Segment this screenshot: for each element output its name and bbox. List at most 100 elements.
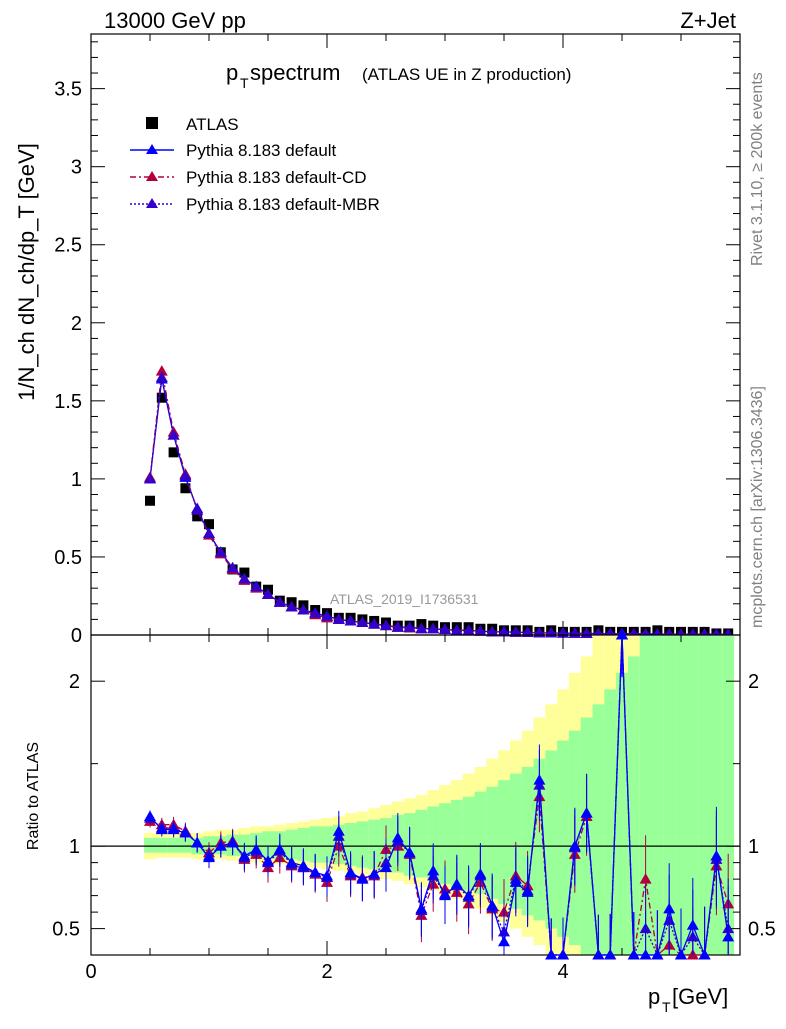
band-stat-bin — [262, 831, 274, 858]
ratio-point-default — [368, 868, 381, 879]
ratio-ytick-label-right: 0.5 — [748, 919, 776, 941]
ratio-point-default — [285, 856, 298, 868]
legend-label-default: Pythia 8.183 default — [186, 141, 337, 160]
svg-text:p: p — [226, 60, 238, 85]
header-left: 13000 GeV pp — [104, 8, 246, 33]
ratio-point-default — [710, 850, 723, 861]
ratio-point-default — [309, 866, 322, 878]
rivet-label: Rivet 3.1.10, ≥ 200k events — [749, 72, 766, 266]
ratio-point-default — [698, 949, 711, 960]
ratio-point-default — [450, 878, 463, 889]
main-point-mbr — [214, 546, 227, 557]
mcplots-label: mcplots.cern.ch [arXiv:1306.3436] — [749, 386, 766, 628]
ratio-point-default — [663, 902, 676, 914]
legend-label-cd: Pythia 8.183 default-CD — [186, 168, 367, 187]
band-stat-bin — [604, 689, 617, 955]
band-stat-bin — [675, 635, 687, 955]
band-stat-bin — [521, 766, 534, 916]
ratio-ytick-label-right: 2 — [748, 671, 759, 693]
main-ytick-label: 1.5 — [54, 391, 82, 413]
ratio-point-default — [639, 949, 652, 960]
ratio-point-default — [203, 851, 215, 863]
main-point-mbr — [509, 626, 522, 637]
ratio-point-default — [403, 846, 416, 858]
ratio-ytick-label: 2 — [69, 671, 80, 693]
band-stat-bin — [344, 823, 357, 866]
main-point-mbr — [238, 572, 251, 584]
main-point-mbr — [332, 613, 345, 624]
legend-marker-mbr — [146, 198, 158, 208]
x-tick-label: 2 — [321, 961, 332, 983]
ratio-point-default — [557, 949, 569, 960]
ratio-point-default — [474, 868, 487, 879]
xlabel-p: p — [648, 984, 660, 1009]
title-sub: T — [240, 75, 249, 91]
ratio-point-default — [651, 949, 664, 960]
main-point-mbr — [155, 371, 168, 382]
main-point-mbr — [403, 621, 416, 632]
main-point-mbr — [262, 588, 274, 599]
ratio-point-default — [439, 889, 451, 901]
ratio-point-default — [179, 826, 192, 838]
ratio-point-default — [580, 807, 593, 818]
main-point-mbr — [321, 610, 333, 621]
main-point-mbr — [309, 607, 322, 618]
main-point-mbr — [450, 624, 463, 635]
ratio-point-default — [262, 854, 274, 866]
band-stat-bin — [368, 819, 381, 870]
ratio-point-default — [722, 930, 735, 942]
main-point-mbr — [356, 616, 369, 628]
main-point-mbr — [297, 604, 310, 615]
legend-label-atlas: ATLAS — [186, 115, 239, 134]
main-ylabel-text: 1/N_ch dN_ch/dp_T [GeV] — [14, 143, 39, 401]
band-stat-bin — [639, 635, 652, 955]
band-stat-bin — [651, 635, 664, 955]
main-point-mbr — [344, 614, 357, 626]
ratio-point-default — [486, 899, 499, 911]
ratio-point-default — [415, 902, 428, 914]
title-note: (ATLAS UE in Z production) — [362, 65, 571, 84]
xlabel-sub: T — [662, 999, 671, 1015]
main-point-mbr — [474, 625, 487, 636]
title-word: spectrum — [250, 60, 340, 85]
ratio-point-default — [214, 840, 227, 851]
main-point-mbr — [391, 621, 404, 632]
ratio-frame — [90, 634, 741, 956]
band-stat-bin — [592, 704, 605, 955]
main-point-mbr — [380, 619, 392, 631]
ratio-point-default — [427, 864, 440, 876]
ratio-point-default — [226, 836, 239, 848]
ratio-point-default — [332, 825, 345, 836]
main-point-mbr — [427, 622, 440, 634]
legend-marker-cd — [146, 171, 158, 181]
band-stat-bin — [285, 829, 298, 860]
legend-marker-atlas — [146, 117, 158, 129]
band-stat-bin — [698, 635, 711, 955]
band-stat-bin — [462, 796, 475, 891]
ratio-point-default — [321, 869, 333, 881]
title-p: p — [226, 60, 238, 85]
main-ytick-label: 3.5 — [54, 79, 82, 101]
main-ytick-label: 1 — [71, 469, 82, 491]
ratio-point-default — [533, 774, 546, 785]
ratio-point-default — [521, 886, 534, 897]
ratio-point-default — [167, 823, 180, 835]
main-point-mbr — [167, 429, 180, 440]
ratio-point-default — [627, 949, 640, 960]
ratio-ytick-label: 1 — [69, 836, 80, 858]
band-stat-bin — [663, 635, 676, 955]
ratio-point-cd — [639, 873, 652, 884]
ratio-ytick-label-right: 1 — [748, 836, 759, 858]
legend-marker-default — [146, 144, 158, 154]
main-ytick-label: 3 — [71, 157, 82, 179]
header-right: Z+Jet — [680, 8, 736, 33]
main-point-mbr — [226, 561, 239, 573]
ratio-point-default — [144, 810, 156, 821]
ratio-point-default — [344, 866, 357, 878]
legend-label-mbr: Pythia 8.183 default-MBR — [186, 195, 380, 214]
main-point-mbr — [179, 469, 192, 481]
atlas-data-point — [204, 519, 214, 530]
atlas-data-point — [180, 483, 191, 494]
